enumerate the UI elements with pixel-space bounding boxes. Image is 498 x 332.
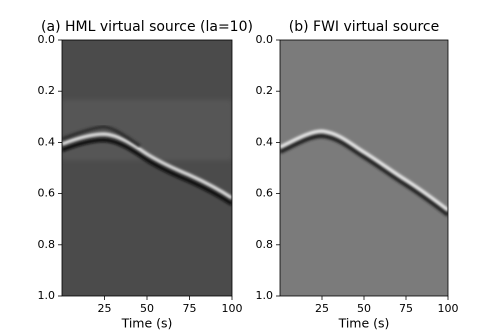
panel-a-image xyxy=(62,40,232,296)
x-tick-label: 100 xyxy=(222,302,243,315)
x-axis-label: Time (s) xyxy=(121,316,173,331)
y-tick-label: 0.8 xyxy=(256,238,274,251)
y-tick-label: 0.8 xyxy=(38,238,56,251)
y-tick-label: 0.4 xyxy=(38,135,56,148)
y-tick-label: 0.6 xyxy=(256,187,274,200)
x-tick-label: 75 xyxy=(183,302,197,315)
y-tick-label: 0.0 xyxy=(38,33,56,46)
panel-b-image xyxy=(280,40,448,296)
y-tick-label: 0.6 xyxy=(38,187,56,200)
y-tick-label: 1.0 xyxy=(256,289,274,302)
x-tick-label: 100 xyxy=(438,302,459,315)
y-tick-label: 0.0 xyxy=(256,33,274,46)
x-tick-label: 75 xyxy=(399,302,413,315)
y-tick-label: 0.4 xyxy=(256,135,274,148)
y-tick-label: 1.0 xyxy=(38,289,56,302)
x-tick-label: 50 xyxy=(140,302,154,315)
y-tick-label: 0.2 xyxy=(256,84,274,97)
chart-title: (a) HML virtual source (la=10) xyxy=(41,19,253,35)
chart-title: (b) FWI virtual source xyxy=(289,19,439,35)
y-tick-label: 0.2 xyxy=(38,84,56,97)
x-tick-label: 50 xyxy=(357,302,371,315)
x-axis-label: Time (s) xyxy=(338,316,390,331)
x-tick-label: 25 xyxy=(98,302,112,315)
x-tick-label: 25 xyxy=(315,302,329,315)
